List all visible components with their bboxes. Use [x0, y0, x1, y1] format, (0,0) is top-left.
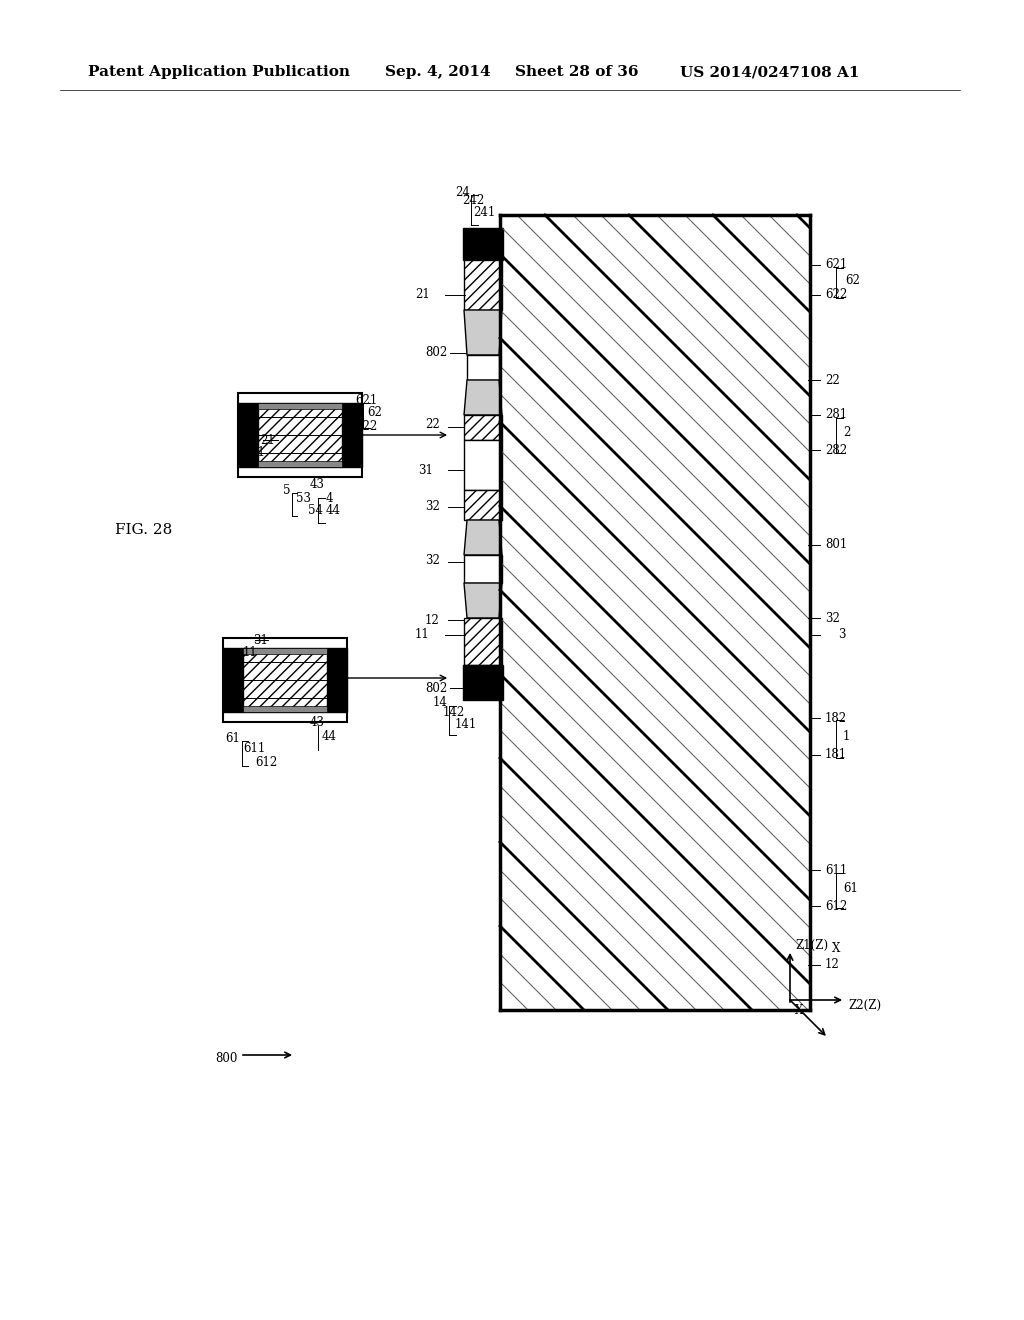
Text: 622: 622: [355, 420, 377, 433]
Text: Z2(Z): Z2(Z): [848, 998, 881, 1011]
Polygon shape: [258, 403, 342, 409]
Text: 14: 14: [433, 697, 449, 710]
Text: 1: 1: [843, 730, 850, 742]
Text: 611: 611: [825, 863, 847, 876]
Text: 11: 11: [243, 647, 258, 660]
Text: 61: 61: [843, 882, 858, 895]
Text: 24: 24: [455, 186, 470, 198]
Text: 31: 31: [250, 446, 265, 459]
Text: 182: 182: [825, 711, 847, 725]
Text: US 2014/0247108 A1: US 2014/0247108 A1: [680, 65, 859, 79]
Text: 62: 62: [367, 407, 382, 420]
Polygon shape: [464, 520, 502, 554]
Polygon shape: [464, 414, 502, 440]
Text: FIG. 28: FIG. 28: [115, 523, 172, 537]
Polygon shape: [464, 310, 502, 355]
Text: 12: 12: [425, 614, 439, 627]
Text: Patent Application Publication: Patent Application Publication: [88, 65, 350, 79]
Text: 32: 32: [825, 611, 840, 624]
Text: 43: 43: [310, 717, 325, 730]
Polygon shape: [342, 403, 362, 467]
Text: 3: 3: [838, 628, 846, 642]
Polygon shape: [223, 648, 243, 711]
Text: 181: 181: [825, 748, 847, 762]
Text: 32: 32: [425, 553, 440, 566]
Text: 21: 21: [260, 433, 274, 446]
Polygon shape: [238, 403, 258, 467]
Polygon shape: [463, 228, 503, 260]
Text: 11: 11: [415, 628, 430, 642]
Text: 53: 53: [296, 491, 311, 504]
Text: 242: 242: [462, 194, 484, 206]
Text: 54: 54: [308, 504, 323, 517]
Text: 22: 22: [825, 374, 840, 387]
Text: 2: 2: [843, 426, 850, 440]
Text: Z1(Z): Z1(Z): [795, 939, 828, 952]
Polygon shape: [464, 618, 502, 665]
Polygon shape: [258, 403, 342, 467]
Text: 44: 44: [322, 730, 337, 742]
Polygon shape: [464, 490, 502, 520]
Text: X: X: [795, 1003, 804, 1016]
Polygon shape: [243, 648, 327, 711]
Text: 282: 282: [825, 444, 847, 457]
Text: 44: 44: [326, 503, 341, 516]
Text: 141: 141: [455, 718, 477, 730]
Polygon shape: [223, 638, 347, 722]
Polygon shape: [258, 461, 342, 467]
Text: 621: 621: [825, 259, 847, 272]
Text: 612: 612: [255, 755, 278, 768]
Text: 62: 62: [845, 273, 860, 286]
Polygon shape: [238, 393, 362, 477]
Polygon shape: [243, 648, 327, 653]
Polygon shape: [464, 380, 502, 414]
Text: 281: 281: [825, 408, 847, 421]
Text: 21: 21: [415, 289, 430, 301]
Text: 142: 142: [443, 705, 465, 718]
Polygon shape: [463, 665, 503, 700]
Text: X: X: [831, 941, 841, 954]
Text: 61: 61: [225, 731, 240, 744]
Text: 31: 31: [418, 463, 433, 477]
Text: 802: 802: [425, 346, 447, 359]
Text: 801: 801: [825, 539, 847, 552]
Text: 12: 12: [825, 958, 840, 972]
Polygon shape: [464, 554, 502, 583]
Text: 241: 241: [473, 206, 496, 219]
Text: 22: 22: [425, 418, 439, 432]
Polygon shape: [500, 215, 810, 1010]
Text: 43: 43: [310, 479, 325, 491]
Polygon shape: [243, 706, 327, 711]
Text: Sheet 28 of 36: Sheet 28 of 36: [515, 65, 639, 79]
Text: 5: 5: [283, 483, 290, 496]
Text: 800: 800: [215, 1052, 238, 1064]
Text: 32: 32: [425, 500, 440, 513]
Text: 622: 622: [825, 289, 847, 301]
Polygon shape: [467, 355, 499, 380]
Text: 31: 31: [253, 634, 268, 647]
Polygon shape: [464, 260, 502, 310]
Polygon shape: [464, 583, 502, 618]
Polygon shape: [327, 648, 347, 711]
Text: 4: 4: [326, 491, 334, 504]
Text: 612: 612: [825, 899, 847, 912]
Text: 802: 802: [425, 681, 447, 694]
Text: 611: 611: [243, 742, 265, 755]
Text: 621: 621: [355, 393, 377, 407]
Text: Sep. 4, 2014: Sep. 4, 2014: [385, 65, 490, 79]
Polygon shape: [464, 440, 502, 490]
